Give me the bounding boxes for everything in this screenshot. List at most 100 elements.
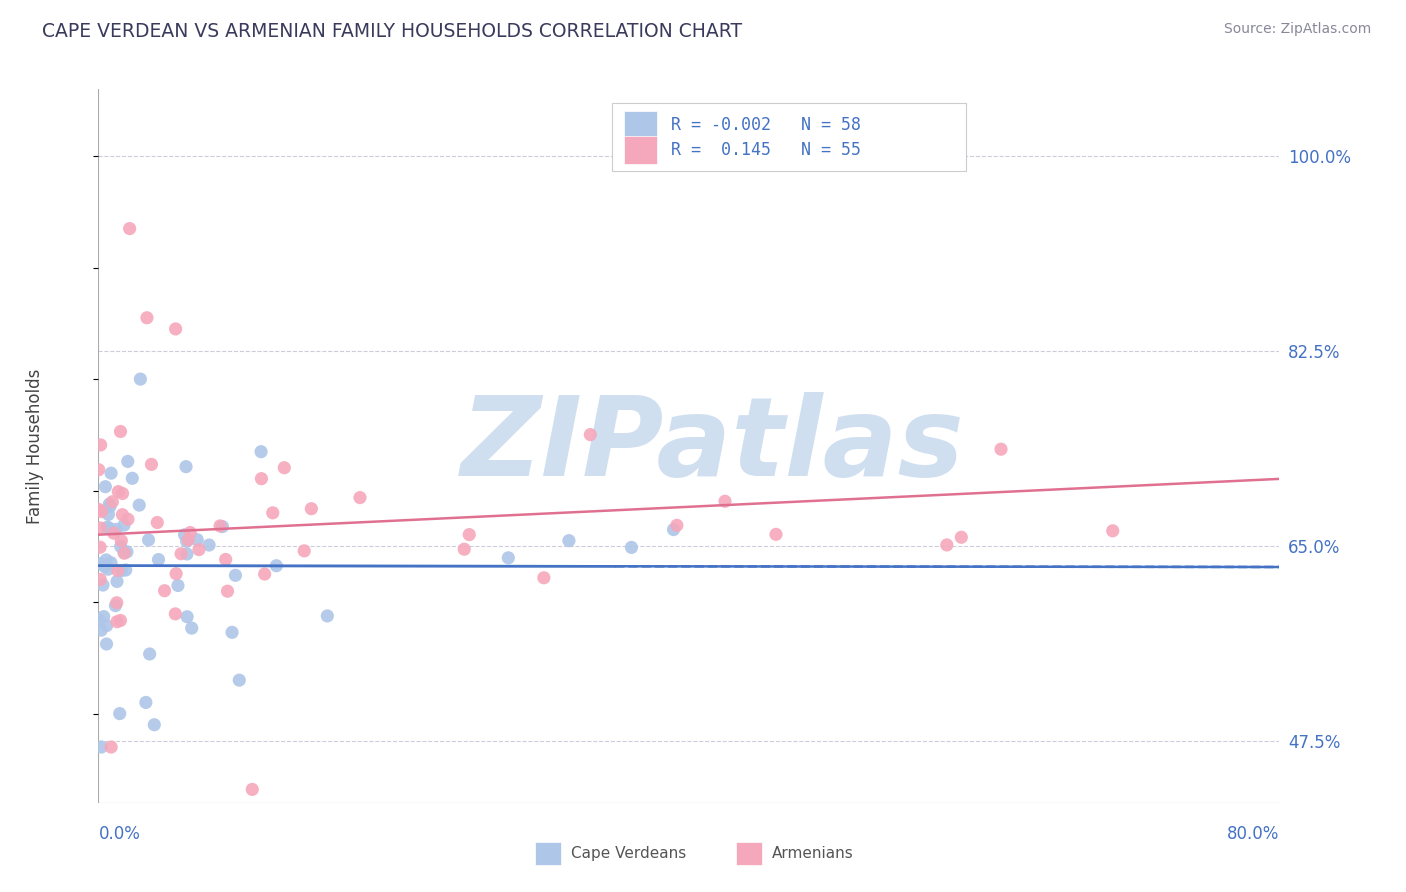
Point: [129, 372, 152, 386]
Point: [165, 566, 187, 581]
Point: [115, 545, 138, 559]
Point: [98, 500, 121, 514]
Point: [90, 623, 112, 637]
Point: [138, 647, 160, 661]
Text: Source: ZipAtlas.com: Source: ZipAtlas.com: [1223, 22, 1371, 37]
Point: [89, 521, 111, 535]
Point: [105, 574, 128, 589]
Point: [453, 542, 475, 557]
Point: [579, 427, 602, 442]
Point: [105, 522, 128, 536]
Point: [108, 706, 131, 721]
FancyBboxPatch shape: [536, 842, 561, 865]
Point: [96, 637, 118, 651]
FancyBboxPatch shape: [737, 842, 762, 865]
Point: [91, 578, 114, 592]
Point: [458, 527, 481, 541]
Point: [89, 573, 111, 587]
Point: [176, 534, 198, 549]
Point: [714, 494, 737, 508]
Point: [97, 562, 120, 576]
Point: [153, 583, 176, 598]
Point: [128, 498, 150, 512]
Point: [96, 618, 118, 632]
Point: [98, 497, 121, 511]
Point: [146, 516, 169, 530]
Point: [112, 545, 135, 559]
Point: [107, 564, 129, 578]
Point: [94, 480, 117, 494]
Text: R =  0.145   N = 55: R = 0.145 N = 55: [671, 141, 862, 159]
Point: [121, 471, 143, 485]
Point: [299, 501, 322, 516]
Point: [620, 541, 643, 555]
Point: [112, 518, 135, 533]
Point: [117, 454, 139, 468]
Point: [250, 444, 273, 458]
Point: [209, 519, 232, 533]
Point: [316, 608, 339, 623]
Text: ZIPatlas: ZIPatlas: [461, 392, 965, 500]
Point: [1101, 524, 1123, 538]
Text: Armenians: Armenians: [772, 846, 853, 861]
FancyBboxPatch shape: [624, 136, 657, 164]
Point: [174, 459, 197, 474]
Point: [662, 523, 685, 537]
FancyBboxPatch shape: [624, 111, 657, 139]
Point: [935, 538, 957, 552]
Point: [90, 557, 112, 571]
Point: [176, 609, 198, 624]
Point: [114, 563, 136, 577]
Point: [173, 528, 195, 542]
Point: [118, 221, 141, 235]
Point: [110, 614, 132, 628]
Point: [240, 782, 263, 797]
Point: [90, 505, 112, 519]
Point: [187, 542, 209, 557]
Point: [110, 540, 132, 554]
Point: [217, 584, 239, 599]
Point: [89, 613, 111, 627]
Point: [198, 538, 221, 552]
Point: [135, 696, 157, 710]
Point: [665, 518, 688, 533]
Point: [250, 472, 273, 486]
Text: 80.0%: 80.0%: [1227, 825, 1279, 843]
Point: [498, 550, 520, 565]
Point: [90, 740, 112, 755]
Point: [224, 568, 246, 582]
Point: [87, 463, 110, 477]
Point: [211, 519, 233, 533]
Point: [98, 521, 121, 535]
Point: [143, 717, 166, 731]
Point: [97, 508, 120, 522]
Point: [100, 556, 122, 570]
Point: [349, 491, 371, 505]
Text: R = -0.002   N = 58: R = -0.002 N = 58: [671, 116, 862, 134]
FancyBboxPatch shape: [612, 103, 966, 171]
Point: [100, 740, 122, 755]
Text: CAPE VERDEAN VS ARMENIAN FAMILY HOUSEHOLDS CORRELATION CHART: CAPE VERDEAN VS ARMENIAN FAMILY HOUSEHOL…: [42, 22, 742, 41]
Point: [262, 506, 284, 520]
Point: [179, 525, 201, 540]
Point: [176, 547, 198, 561]
Point: [141, 458, 163, 472]
Point: [186, 533, 208, 547]
Text: Cape Verdeans: Cape Verdeans: [571, 846, 686, 861]
Point: [148, 552, 170, 566]
Point: [96, 520, 118, 534]
Point: [215, 552, 238, 566]
Point: [101, 495, 124, 509]
Point: [765, 527, 787, 541]
Point: [96, 553, 118, 567]
Point: [104, 599, 127, 613]
Point: [103, 526, 125, 541]
Text: 0.0%: 0.0%: [98, 825, 141, 843]
Point: [110, 533, 132, 548]
Point: [93, 559, 115, 574]
Point: [165, 322, 187, 336]
Point: [165, 607, 187, 621]
Point: [117, 512, 139, 526]
Point: [228, 673, 250, 688]
Point: [990, 442, 1012, 457]
